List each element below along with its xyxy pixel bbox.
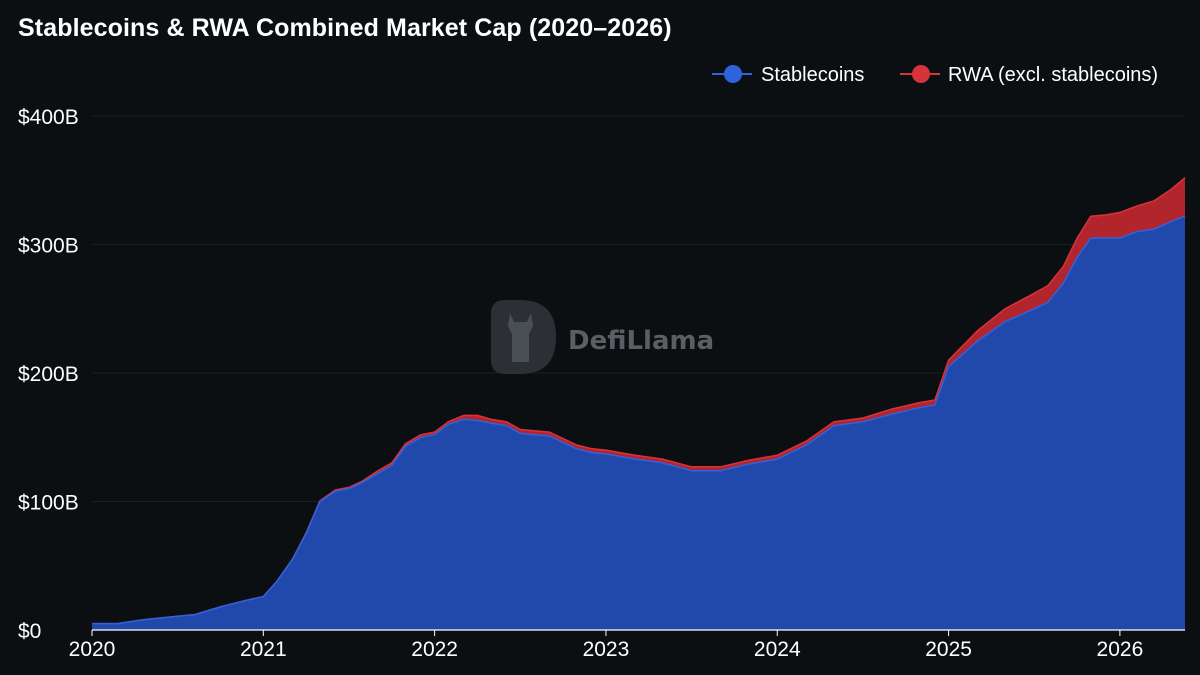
legend-label-rwa: RWA (excl. stablecoins) xyxy=(948,64,1158,86)
llama-head-icon xyxy=(508,313,533,362)
axes: 2020 2021 2022 2023 2024 2025 2026 $0 $100B $200B… xyxy=(18,106,1185,661)
x-tick-label: 2026 xyxy=(1097,638,1144,661)
watermark: DefiLlama xyxy=(491,300,714,374)
stablecoins-swatch-icon xyxy=(724,65,742,83)
series-line-stablecoins xyxy=(92,215,1186,625)
legend-item-rwa[interactable]: RWA (excl. stablecoins) xyxy=(900,64,1158,86)
legend: Stablecoins RWA (excl. stablecoins) xyxy=(712,64,1158,86)
x-tick-label: 2021 xyxy=(240,638,287,661)
x-tick-label: 2024 xyxy=(754,638,801,661)
x-tick-label: 2023 xyxy=(583,638,630,661)
legend-label-stablecoins: Stablecoins xyxy=(761,64,864,86)
watermark-text: DefiLlama xyxy=(568,326,714,356)
y-tick-label: $200B xyxy=(18,363,79,386)
rwa-swatch-icon xyxy=(912,65,930,83)
x-tick-label: 2020 xyxy=(69,638,116,661)
chart-title: Stablecoins & RWA Combined Market Cap (2… xyxy=(18,14,672,42)
y-tick-label: $100B xyxy=(18,492,79,515)
area-layer xyxy=(92,177,1186,630)
series-area-stablecoins xyxy=(92,216,1185,630)
y-tick-label: $0 xyxy=(18,620,41,643)
x-tick-label: 2022 xyxy=(411,638,458,661)
y-tick-label: $400B xyxy=(18,106,79,129)
x-tick-label: 2025 xyxy=(925,638,972,661)
y-tick-label: $300B xyxy=(18,235,79,258)
legend-item-stablecoins[interactable]: Stablecoins xyxy=(712,64,864,86)
